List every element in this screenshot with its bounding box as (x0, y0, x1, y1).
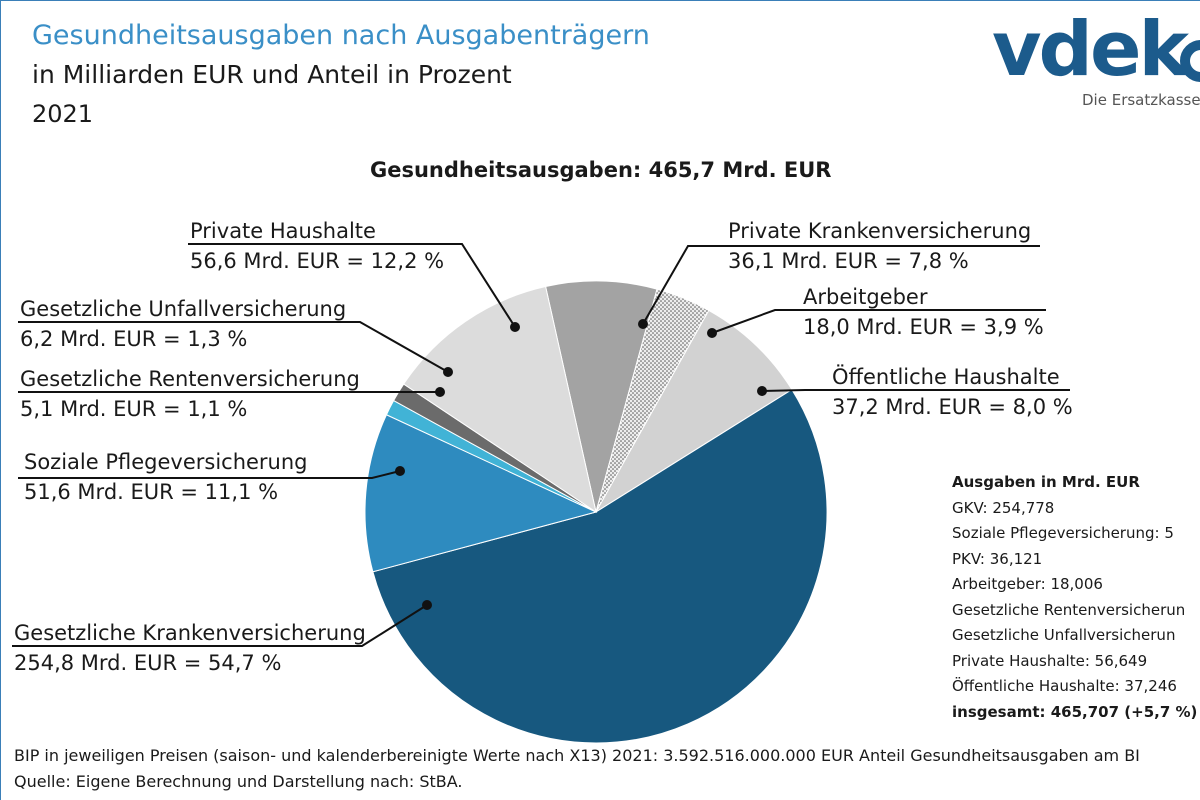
label-private-haushalte: Private Haushalte 56,6 Mrd. EUR = 12,2 % (190, 216, 444, 276)
label-name: Öffentliche Haushalte (832, 365, 1060, 389)
pie-slice-oh (595, 309, 793, 513)
vdek-logo: vdek Die Ersatzkassen (990, 18, 1200, 118)
leader-dot-ph (510, 322, 520, 332)
info-box-line: Private Haushalte: 56,649 (952, 651, 1148, 670)
footer-source: Quelle: Eigene Berechnung und Darstellun… (14, 772, 463, 791)
info-box-heading: Ausgaben in Mrd. EUR (952, 473, 1140, 491)
info-box-total: insgesamt: 465,707 (+5,7 %) (952, 702, 1198, 721)
logo-word: vdek (992, 18, 1189, 93)
label-gesetzliche-unfallversicherung: Gesetzliche Unfallversicherung 6,2 Mrd. … (20, 294, 346, 354)
leader-dot-gkv (422, 600, 432, 610)
leader-spv (18, 470, 401, 479)
total-label: Gesundheitsausgaben: 465,7 Mrd. EUR (370, 158, 832, 182)
leader-dot-oh (757, 386, 767, 396)
label-name: Arbeitgeber (803, 285, 928, 309)
pie-slice-gkv (372, 388, 828, 744)
label-value: 36,1 Mrd. EUR = 7,8 % (728, 249, 969, 273)
chart-title: Gesundheitsausgaben nach Ausgabenträgern (32, 20, 650, 51)
info-box-line: Gesetzliche Unfallversicherun (952, 626, 1176, 644)
label-value: 56,6 Mrd. EUR = 12,2 % (190, 249, 445, 273)
footer-bip-note: BIP in jeweiligen Preisen (saison- und k… (14, 746, 1140, 765)
label-gesetzliche-rentenversicherung: Gesetzliche Rentenversicherung 5,1 Mrd. … (20, 364, 360, 424)
leader-gkv (12, 604, 428, 647)
leader-pkv (642, 245, 1040, 325)
label-value: 51,6 Mrd. EUR = 11,1 % (24, 480, 279, 504)
logo-tagline: Die Ersatzkassen (1082, 91, 1200, 109)
leader-guv (18, 321, 449, 373)
leader-ag (711, 309, 1046, 334)
pie-slice-pkv (545, 280, 658, 513)
pie-slice-spv (364, 414, 598, 573)
leader-dot-grv (435, 387, 445, 397)
leader-dot-spv (395, 466, 405, 476)
info-box-line: Gesetzliche Rentenversicherun (952, 600, 1186, 619)
label-oeffentliche-haushalte: Öffentliche Haushalte 37,2 Mrd. EUR = 8,… (832, 362, 1073, 422)
leader-dot-ag (707, 328, 717, 338)
label-value: 37,2 Mrd. EUR = 8,0 % (832, 395, 1073, 419)
info-box-line: GKV: 254,778 (952, 498, 1055, 517)
logo-mark-icon (1180, 40, 1200, 82)
label-name: Private Haushalte (190, 219, 376, 243)
expenses-info-box: Ausgaben in Mrd. EUR GKV: 254,778 Sozial… (952, 470, 1197, 725)
info-box-line: PKV: 36,121 (952, 549, 1043, 568)
label-value: 5,1 Mrd. EUR = 1,1 % (20, 397, 248, 421)
pie-slice-ph (402, 285, 597, 514)
chart-subtitle: in Milliarden EUR und Anteil in Prozent (32, 60, 512, 89)
pie-slices (364, 280, 828, 744)
label-name: Soziale Pflegeversicherung (24, 450, 308, 474)
label-name: Gesetzliche Rentenversicherung (20, 367, 360, 391)
label-name: Gesetzliche Unfallversicherung (20, 297, 347, 321)
leader-dot-guv (443, 367, 453, 377)
label-private-krankenversicherung: Private Krankenversicherung 36,1 Mrd. EU… (728, 216, 1031, 276)
label-name: Private Krankenversicherung (728, 219, 1032, 243)
label-gesetzliche-krankenversicherung: Gesetzliche Krankenversicherung 254,8 Mr… (14, 618, 366, 678)
info-box-line: Soziale Pflegeversicherung: 5 (952, 524, 1174, 542)
info-box-line: Öffentliche Haushalte: 37,246 (952, 677, 1177, 695)
label-value: 254,8 Mrd. EUR = 54,7 % (14, 651, 282, 675)
leader-dot-pkv (638, 319, 648, 329)
label-arbeitgeber: Arbeitgeber 18,0 Mrd. EUR = 3,9 % (803, 282, 1044, 342)
label-name: Gesetzliche Krankenversicherung (14, 621, 366, 645)
label-value: 6,2 Mrd. EUR = 1,3 % (20, 327, 248, 351)
label-soziale-pflegeversicherung: Soziale Pflegeversicherung 51,6 Mrd. EUR… (24, 447, 308, 507)
chart-year: 2021 (32, 100, 94, 128)
label-value: 18,0 Mrd. EUR = 3,9 % (803, 315, 1044, 339)
leader-oh (761, 389, 1070, 392)
info-box-line: Arbeitgeber: 18,006 (952, 575, 1103, 593)
leader-lines (12, 243, 1070, 647)
leader-ph (188, 243, 516, 328)
